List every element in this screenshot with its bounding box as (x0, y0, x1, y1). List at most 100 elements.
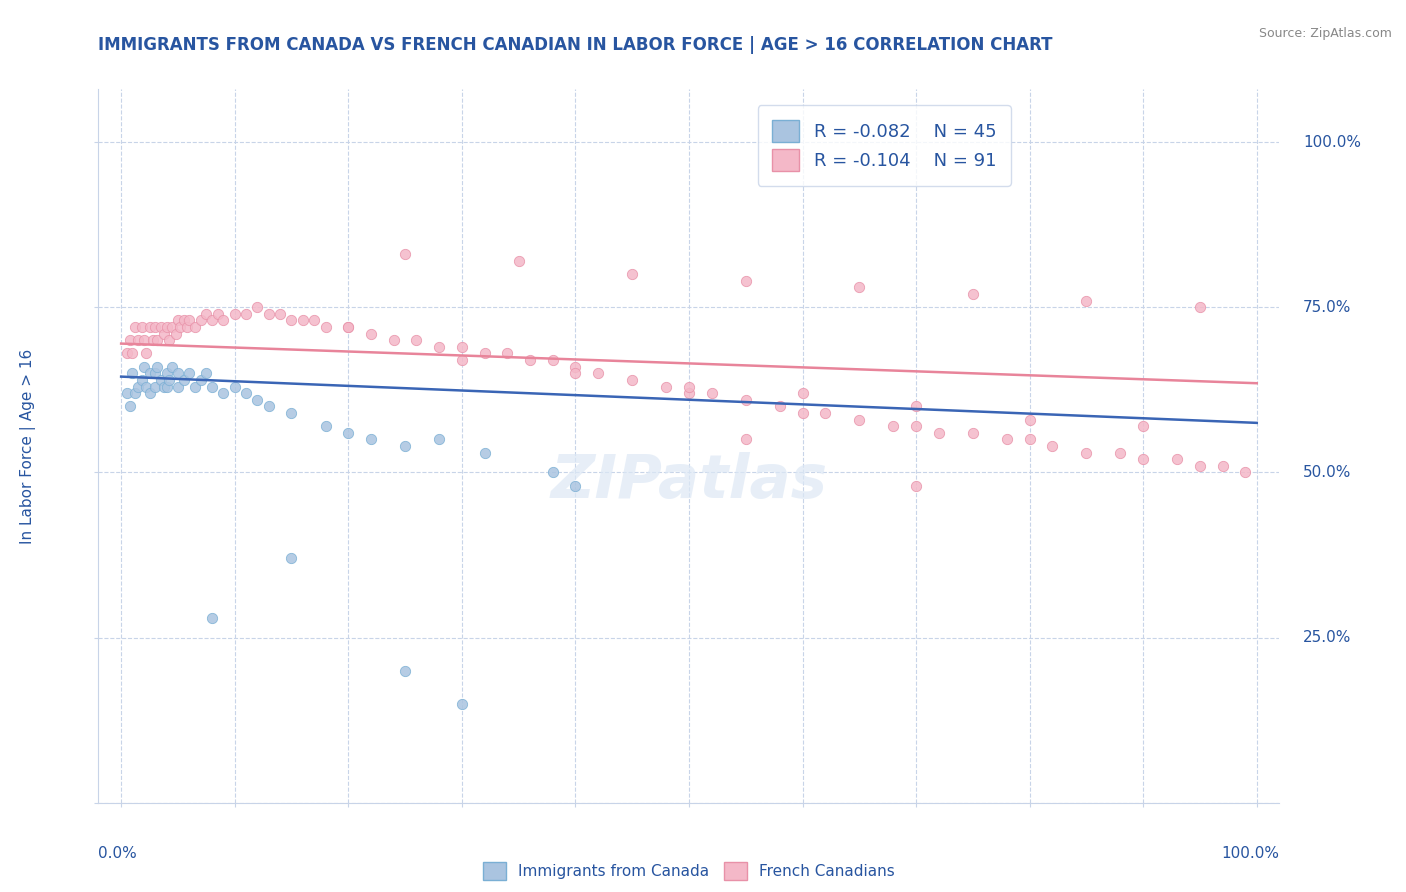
Point (337, 320, 360, 334)
Point (207, 307, 229, 321)
Point (138, 367, 160, 381)
Text: 75.0%: 75.0% (1303, 300, 1351, 315)
Point (132, 333, 155, 347)
Point (184, 320, 207, 334)
Point (246, 300, 269, 314)
Point (655, 379, 678, 393)
Point (621, 267, 644, 281)
Point (153, 326, 176, 341)
Point (131, 320, 153, 334)
Point (1212, 458, 1234, 473)
Point (586, 367, 609, 381)
Point (165, 326, 187, 341)
Point (124, 320, 146, 334)
Point (541, 353, 564, 368)
Point (1040, 439, 1063, 453)
Text: Source: ZipAtlas.com: Source: ZipAtlas.com (1258, 27, 1392, 40)
Point (394, 439, 416, 453)
Point (173, 313, 195, 327)
Point (121, 346, 143, 360)
Point (769, 400, 792, 414)
Point (427, 433, 450, 447)
Point (157, 373, 180, 387)
Point (882, 419, 904, 434)
Point (508, 254, 530, 268)
Point (280, 551, 302, 566)
Point (450, 340, 472, 354)
Point (1188, 300, 1211, 314)
Point (792, 386, 814, 401)
Point (474, 346, 496, 360)
Point (195, 307, 218, 321)
Point (848, 280, 870, 294)
Point (1076, 445, 1098, 459)
Point (1018, 412, 1040, 426)
Point (519, 353, 541, 368)
Point (1188, 458, 1211, 473)
Point (135, 346, 157, 360)
Point (1076, 293, 1098, 308)
Point (905, 400, 928, 414)
Point (246, 392, 269, 407)
Point (167, 367, 190, 381)
Point (269, 307, 291, 321)
Point (678, 386, 700, 401)
Point (700, 386, 723, 401)
Point (143, 367, 166, 381)
Point (149, 320, 172, 334)
Point (564, 367, 586, 381)
Point (162, 359, 183, 374)
Point (142, 333, 165, 347)
Point (235, 307, 257, 321)
Point (201, 379, 224, 393)
Point (212, 313, 235, 327)
Point (173, 373, 195, 387)
Point (1018, 433, 1040, 447)
Point (394, 664, 416, 678)
Point (167, 379, 190, 393)
Point (792, 406, 814, 420)
Point (149, 373, 172, 387)
Point (382, 333, 405, 347)
Point (280, 406, 302, 420)
Text: In Labor Force | Age > 16: In Labor Force | Age > 16 (20, 349, 35, 543)
Point (360, 433, 382, 447)
Point (169, 320, 191, 334)
Text: 100.0%: 100.0% (1303, 135, 1361, 150)
Point (157, 333, 180, 347)
Point (224, 379, 246, 393)
Point (115, 346, 138, 360)
Point (678, 379, 700, 393)
Point (153, 379, 176, 393)
Point (1166, 452, 1188, 467)
Text: 25.0%: 25.0% (1303, 630, 1351, 645)
Point (195, 367, 218, 381)
Point (143, 320, 166, 334)
Point (155, 379, 177, 393)
Text: 100.0%: 100.0% (1222, 846, 1279, 861)
Point (337, 425, 360, 440)
Point (257, 400, 280, 414)
Point (280, 313, 302, 327)
Text: IMMIGRANTS FROM CANADA VS FRENCH CANADIAN IN LABOR FORCE | AGE > 16 CORRELATION : IMMIGRANTS FROM CANADA VS FRENCH CANADIA… (98, 36, 1053, 54)
Point (291, 313, 314, 327)
Point (360, 326, 382, 341)
Point (405, 333, 427, 347)
Point (734, 392, 756, 407)
Point (121, 367, 143, 381)
Point (132, 359, 155, 374)
Point (167, 313, 190, 327)
Point (302, 313, 325, 327)
Point (621, 373, 644, 387)
Point (179, 313, 201, 327)
Point (138, 320, 160, 334)
Point (179, 367, 201, 381)
Point (315, 419, 337, 434)
Point (115, 386, 138, 401)
Point (190, 313, 212, 327)
Point (496, 346, 519, 360)
Point (315, 320, 337, 334)
Point (146, 359, 169, 374)
Point (905, 419, 928, 434)
Point (224, 307, 246, 321)
